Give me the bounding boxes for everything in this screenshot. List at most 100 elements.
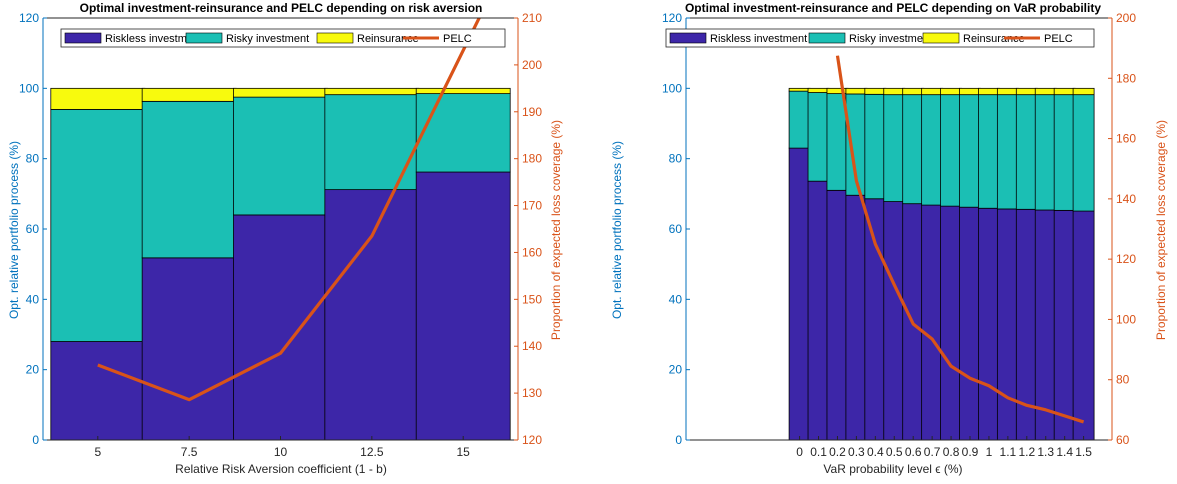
y-tick-label: 60 (26, 222, 40, 236)
bar-segment (940, 205, 962, 441)
bar-segment (233, 214, 328, 441)
y-tick-label: 0 (675, 433, 682, 447)
x-tick-label: 0.7 (924, 445, 941, 459)
bar-segment (1015, 87, 1038, 96)
bar-segment (788, 87, 811, 92)
y2-tick-label: 140 (522, 339, 542, 353)
bar-segment (921, 87, 944, 96)
x-tick-label: 1.3 (1037, 445, 1054, 459)
y2-tick-label: 60 (1116, 433, 1130, 447)
bar-segment (959, 94, 981, 208)
y-axis-label: Opt. relative portfolio process (%) (7, 141, 21, 319)
x-tick-label: 7.5 (181, 445, 198, 459)
bar-segment (921, 204, 944, 441)
y-tick-label: 20 (669, 363, 683, 377)
y-tick-label: 20 (26, 363, 40, 377)
legend-label: Risky investment (226, 33, 309, 45)
bar-segment (978, 207, 1000, 441)
bar-segment (1053, 94, 1076, 211)
legend: Riskless investment Risky investment Reins… (665, 28, 1095, 48)
legend-label: PELC (1044, 33, 1073, 45)
y2-tick-label: 170 (522, 199, 542, 213)
legend-swatch (669, 32, 707, 44)
x-tick-label: 1.4 (1056, 445, 1073, 459)
bar-segment (996, 94, 1019, 210)
x-tick-label: 0.6 (905, 445, 922, 459)
y2-tick-label: 150 (522, 292, 542, 306)
y-tick-label: 60 (669, 222, 683, 236)
y2-tick-label: 160 (1116, 132, 1136, 146)
y2-axis-label: Proportion of expected loss coverage (%) (1154, 120, 1168, 340)
bar-segment (883, 94, 906, 202)
bar-segment (233, 87, 328, 98)
x-tick-label: 10 (274, 445, 288, 459)
bar-segment (902, 87, 925, 96)
x-tick-label: 0.9 (962, 445, 979, 459)
x-tick-label: 1.2 (1018, 445, 1035, 459)
bar-segment (996, 87, 1019, 96)
pelc-line (97, 18, 481, 402)
y2-tick-label: 100 (1116, 312, 1136, 326)
bar-segment (141, 87, 237, 102)
y2-tick-label: 120 (522, 433, 542, 447)
legend-swatch (922, 32, 960, 44)
bar-segment (1072, 94, 1095, 212)
bar-segment (141, 100, 237, 259)
x-tick-label: 0.8 (943, 445, 960, 459)
bar-segment (996, 208, 1019, 441)
bar-segment (845, 194, 868, 441)
x-tick-label: 12.5 (360, 445, 384, 459)
bar-segment (978, 94, 1000, 209)
bar-segment (50, 341, 146, 441)
legend-box (60, 28, 506, 48)
y2-tick-label: 180 (1116, 71, 1136, 85)
bar-segment (788, 90, 811, 149)
bar-segment (1053, 87, 1076, 96)
x-tick-label: 0.2 (829, 445, 846, 459)
bar-segment (807, 180, 830, 441)
bar-segment (959, 206, 981, 441)
y2-tick-label: 200 (522, 58, 542, 72)
x-tick-label: 0 (796, 445, 803, 459)
y-tick-label: 120 (19, 11, 39, 25)
bar-segment (978, 87, 1000, 96)
bar-segment (233, 96, 328, 216)
legend-label: Reinsurance (357, 33, 419, 45)
bar-segment (324, 189, 420, 441)
bar-segment (415, 93, 511, 173)
bar-segment (50, 109, 146, 342)
bar-segment (864, 93, 887, 200)
x-tick-label: 0.1 (810, 445, 827, 459)
bar-segment (1053, 209, 1076, 441)
chart-title: Optimal investment-reinsurance and PELC … (80, 1, 483, 15)
chart-left: Optimal investment-reinsurance and PELC … (7, 1, 563, 476)
bar-segment (864, 87, 887, 95)
legend-swatch (316, 32, 354, 44)
legend-label: PELC (443, 33, 472, 45)
bar-segment (788, 147, 811, 441)
y2-axis-label: Proportion of expected loss coverage (%) (549, 120, 563, 340)
y-tick-label: 100 (19, 81, 39, 95)
bar-segment (845, 87, 868, 95)
bar-segment (940, 94, 962, 207)
legend-swatch (808, 32, 846, 44)
y2-tick-label: 200 (1116, 11, 1136, 25)
bar-segment (324, 87, 420, 96)
y2-tick-label: 190 (522, 105, 542, 119)
x-tick-label: 1.1 (1000, 445, 1017, 459)
y-tick-label: 100 (662, 81, 682, 95)
y-tick-label: 80 (669, 152, 683, 166)
bar-segment (864, 198, 887, 441)
x-tick-label: 0.4 (867, 445, 884, 459)
bar-segment (1072, 210, 1095, 441)
bar-segment (1015, 94, 1038, 210)
bar-segment (324, 94, 420, 191)
bar-segment (1072, 87, 1095, 96)
bar-segment (826, 189, 849, 441)
bar-segment (902, 94, 925, 205)
bar-segment (826, 87, 849, 95)
x-axis-label: Relative Risk Aversion coefficient (1 - … (175, 462, 387, 476)
x-tick-label: 1.5 (1075, 445, 1092, 459)
y2-tick-label: 120 (1116, 252, 1136, 266)
